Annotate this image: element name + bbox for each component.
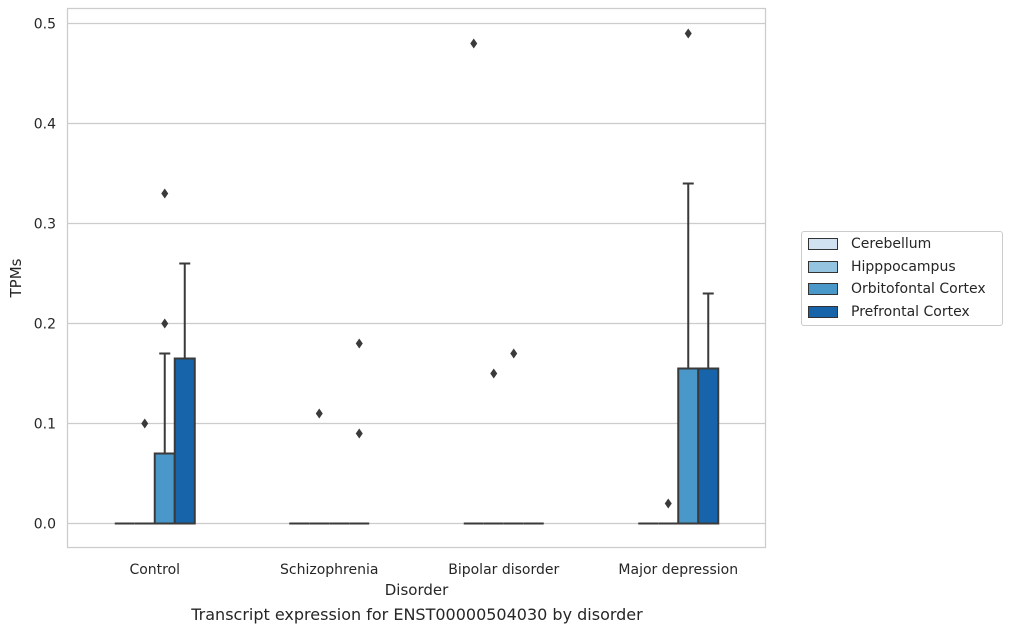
box-rect [173,357,196,525]
grid-lines [67,22,766,525]
outlier-point [141,418,149,429]
legend-label-cerebellum: Cerebellum [851,236,932,252]
outlier-point [355,338,363,349]
x-tick-label: Major depression [618,562,738,578]
x-axis-label: Disorder [385,581,449,599]
y-tick-label: 0.4 [34,117,56,133]
box-prefrontal-cortex-control [173,262,196,525]
outlier-point [470,38,478,49]
box-hipppocampus-bipolar-disorder [483,368,504,525]
box-prefrontal-cortex-schizophrenia [349,338,370,525]
legend-swatch-orbitofontal-cortex [808,283,838,295]
y-tick-label: 0.2 [34,317,56,333]
box-hipppocampus-major-depression [658,498,679,525]
y-tick-label: 0.3 [34,217,56,233]
plot-area-frame [66,7,767,549]
legend-item-orbitofontal-cortex: Orbitofontal Cortex [808,280,986,298]
x-tick-label: Control [129,562,180,578]
y-tick-labels: 0.0 0.1 0.2 0.3 0.4 0.5 [34,17,56,533]
x-tick-label: Bipolar disorder [448,562,559,578]
y-axis-label: TPMs [7,258,25,298]
outlier-point [510,348,518,359]
y-tick-label: 0.0 [34,517,56,533]
outlier-point [315,408,323,419]
boxes [114,28,720,525]
box-cerebellum-bipolar-disorder [463,38,484,525]
figure-caption: Transcript expression for ENST0000050403… [191,605,643,624]
legend-label-prefrontal-cortex: Prefrontal Cortex [851,304,970,320]
legend-swatch-prefrontal-cortex [808,306,838,318]
legend-item-hipppocampus: Hipppocampus [808,258,956,276]
x-tick-label: Schizophrenia [280,562,378,578]
legend: Cerebellum Hipppocampus Orbitofontal Cor… [801,231,1003,326]
box-orbitofontal-cortex-major-depression [677,28,700,525]
outlier-point [355,428,363,439]
outlier-point [161,188,169,199]
outlier-point [684,28,692,39]
outlier-point [490,368,498,379]
box-hipppocampus-control [134,418,155,525]
legend-label-hipppocampus: Hipppocampus [851,259,956,275]
box-rect [677,367,700,525]
box-orbitofontal-cortex-control [153,188,176,525]
legend-swatch-hipppocampus [808,261,838,273]
legend-label-orbitofontal-cortex: Orbitofontal Cortex [851,281,986,297]
legend-item-prefrontal-cortex: Prefrontal Cortex [808,303,970,321]
box-hipppocampus-schizophrenia [309,408,330,525]
outlier-point [664,498,672,509]
box-rect [697,367,720,525]
x-tick-labels: Control Schizophrenia Bipolar disorder Majo… [129,562,738,578]
outlier-point [161,318,169,329]
legend-item-cerebellum: Cerebellum [808,235,931,253]
box-prefrontal-cortex-major-depression [697,292,720,525]
y-tick-label: 0.1 [34,417,56,433]
box-rect [153,452,176,525]
legend-swatch-cerebellum [808,238,838,250]
y-tick-label: 0.5 [34,17,56,33]
box-orbitofontal-cortex-bipolar-disorder [503,348,524,525]
